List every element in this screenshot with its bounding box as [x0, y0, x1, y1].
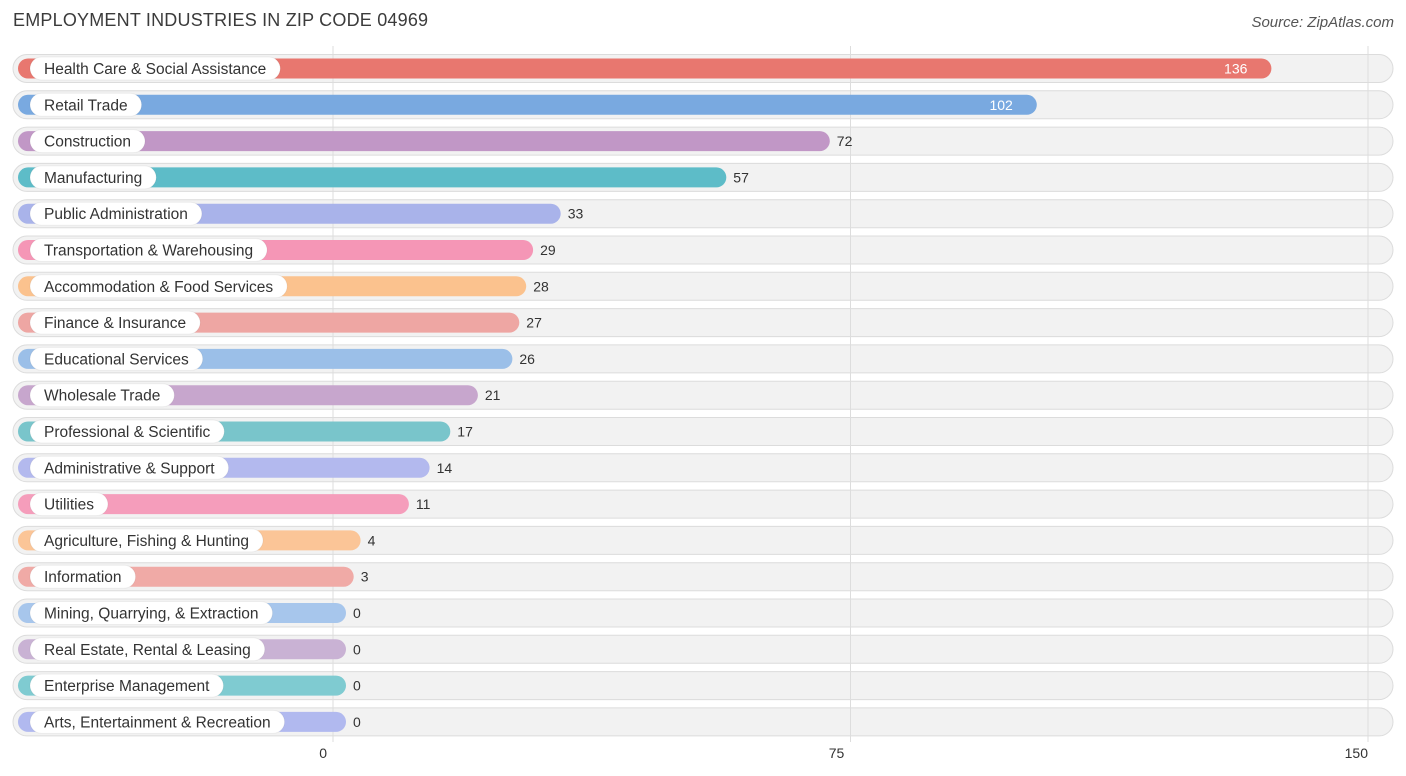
category-label: Retail Trade [44, 97, 128, 114]
value-label: 28 [533, 278, 549, 294]
value-label: 26 [519, 351, 535, 367]
category-label: Real Estate, Rental & Leasing [44, 642, 251, 659]
label-pill [29, 129, 146, 154]
category-label: Enterprise Management [44, 678, 210, 695]
value-label: 14 [437, 460, 453, 476]
value-label: 17 [457, 424, 473, 440]
label-pill [29, 419, 225, 444]
bar [18, 58, 1272, 79]
category-label: Finance & Insurance [44, 315, 186, 332]
label-pill [29, 274, 288, 299]
label-pill [29, 56, 281, 81]
value-label: 0 [353, 714, 361, 730]
x-axis: 0 75 150 [319, 745, 1368, 761]
label-pill [29, 528, 264, 553]
category-label: Wholesale Trade [44, 388, 160, 405]
label-pill [29, 564, 137, 589]
value-label: 11 [416, 496, 431, 512]
tick-label: 150 [1345, 745, 1369, 761]
value-label: 4 [368, 532, 376, 548]
category-label: Arts, Entertainment & Recreation [44, 714, 271, 731]
tick-label: 75 [829, 745, 845, 761]
label-pill [29, 673, 224, 698]
category-label: Accommodation & Food Services [44, 279, 273, 296]
row-background [12, 634, 1394, 664]
category-label: Professional & Scientific [44, 424, 211, 441]
value-label: 0 [353, 678, 361, 694]
category-label: Educational Services [44, 351, 189, 368]
value-label: 0 [353, 605, 361, 621]
bar [18, 94, 1037, 115]
row-background [12, 525, 1394, 555]
value-label: 27 [526, 315, 542, 331]
tick-label: 0 [319, 745, 327, 761]
bar [18, 494, 409, 515]
bars: Health Care & Social Assistance 136 Retail… [18, 56, 1272, 734]
label-pill [29, 601, 274, 625]
value-label: 21 [485, 387, 501, 403]
label-pill [29, 346, 204, 371]
category-label: Transportation & Warehousing [44, 243, 253, 260]
label-pill [29, 383, 175, 408]
row-background [12, 707, 1394, 737]
category-label: Health Care & Social Assistance [44, 61, 266, 78]
label-pill [29, 455, 230, 480]
category-label: Agriculture, Fishing & Hunting [44, 533, 249, 550]
category-label: Manufacturing [44, 170, 142, 187]
label-pill [29, 92, 143, 117]
value-label: 29 [540, 242, 556, 258]
value-label: 72 [837, 133, 853, 149]
label-pill [29, 637, 266, 662]
category-label: Public Administration [44, 206, 188, 223]
label-pill [29, 165, 157, 190]
category-label: Construction [44, 134, 131, 151]
label-pill [29, 238, 268, 262]
bar [18, 131, 830, 152]
value-label: 0 [353, 641, 361, 657]
value-label: 57 [733, 169, 749, 185]
category-label: Mining, Quarrying, & Extraction [44, 606, 259, 623]
chart-title: EMPLOYMENT INDUSTRIES IN ZIP CODE 04969 [13, 10, 429, 30]
row-background [12, 671, 1394, 701]
row-background [12, 598, 1394, 628]
category-label: Information [44, 569, 122, 586]
row-background [12, 562, 1394, 592]
category-label: Administrative & Support [44, 460, 215, 477]
value-label: 136 [1224, 61, 1248, 77]
chart-source: Source: ZipAtlas.com [1251, 14, 1394, 31]
value-label: 33 [568, 206, 584, 222]
label-pill [29, 492, 109, 517]
bar [18, 167, 727, 188]
label-pill [29, 201, 203, 226]
category-label: Utilities [44, 497, 94, 514]
label-pill [29, 709, 286, 734]
value-label: 102 [989, 97, 1013, 113]
label-pill [29, 310, 201, 335]
value-label: 3 [361, 569, 369, 585]
